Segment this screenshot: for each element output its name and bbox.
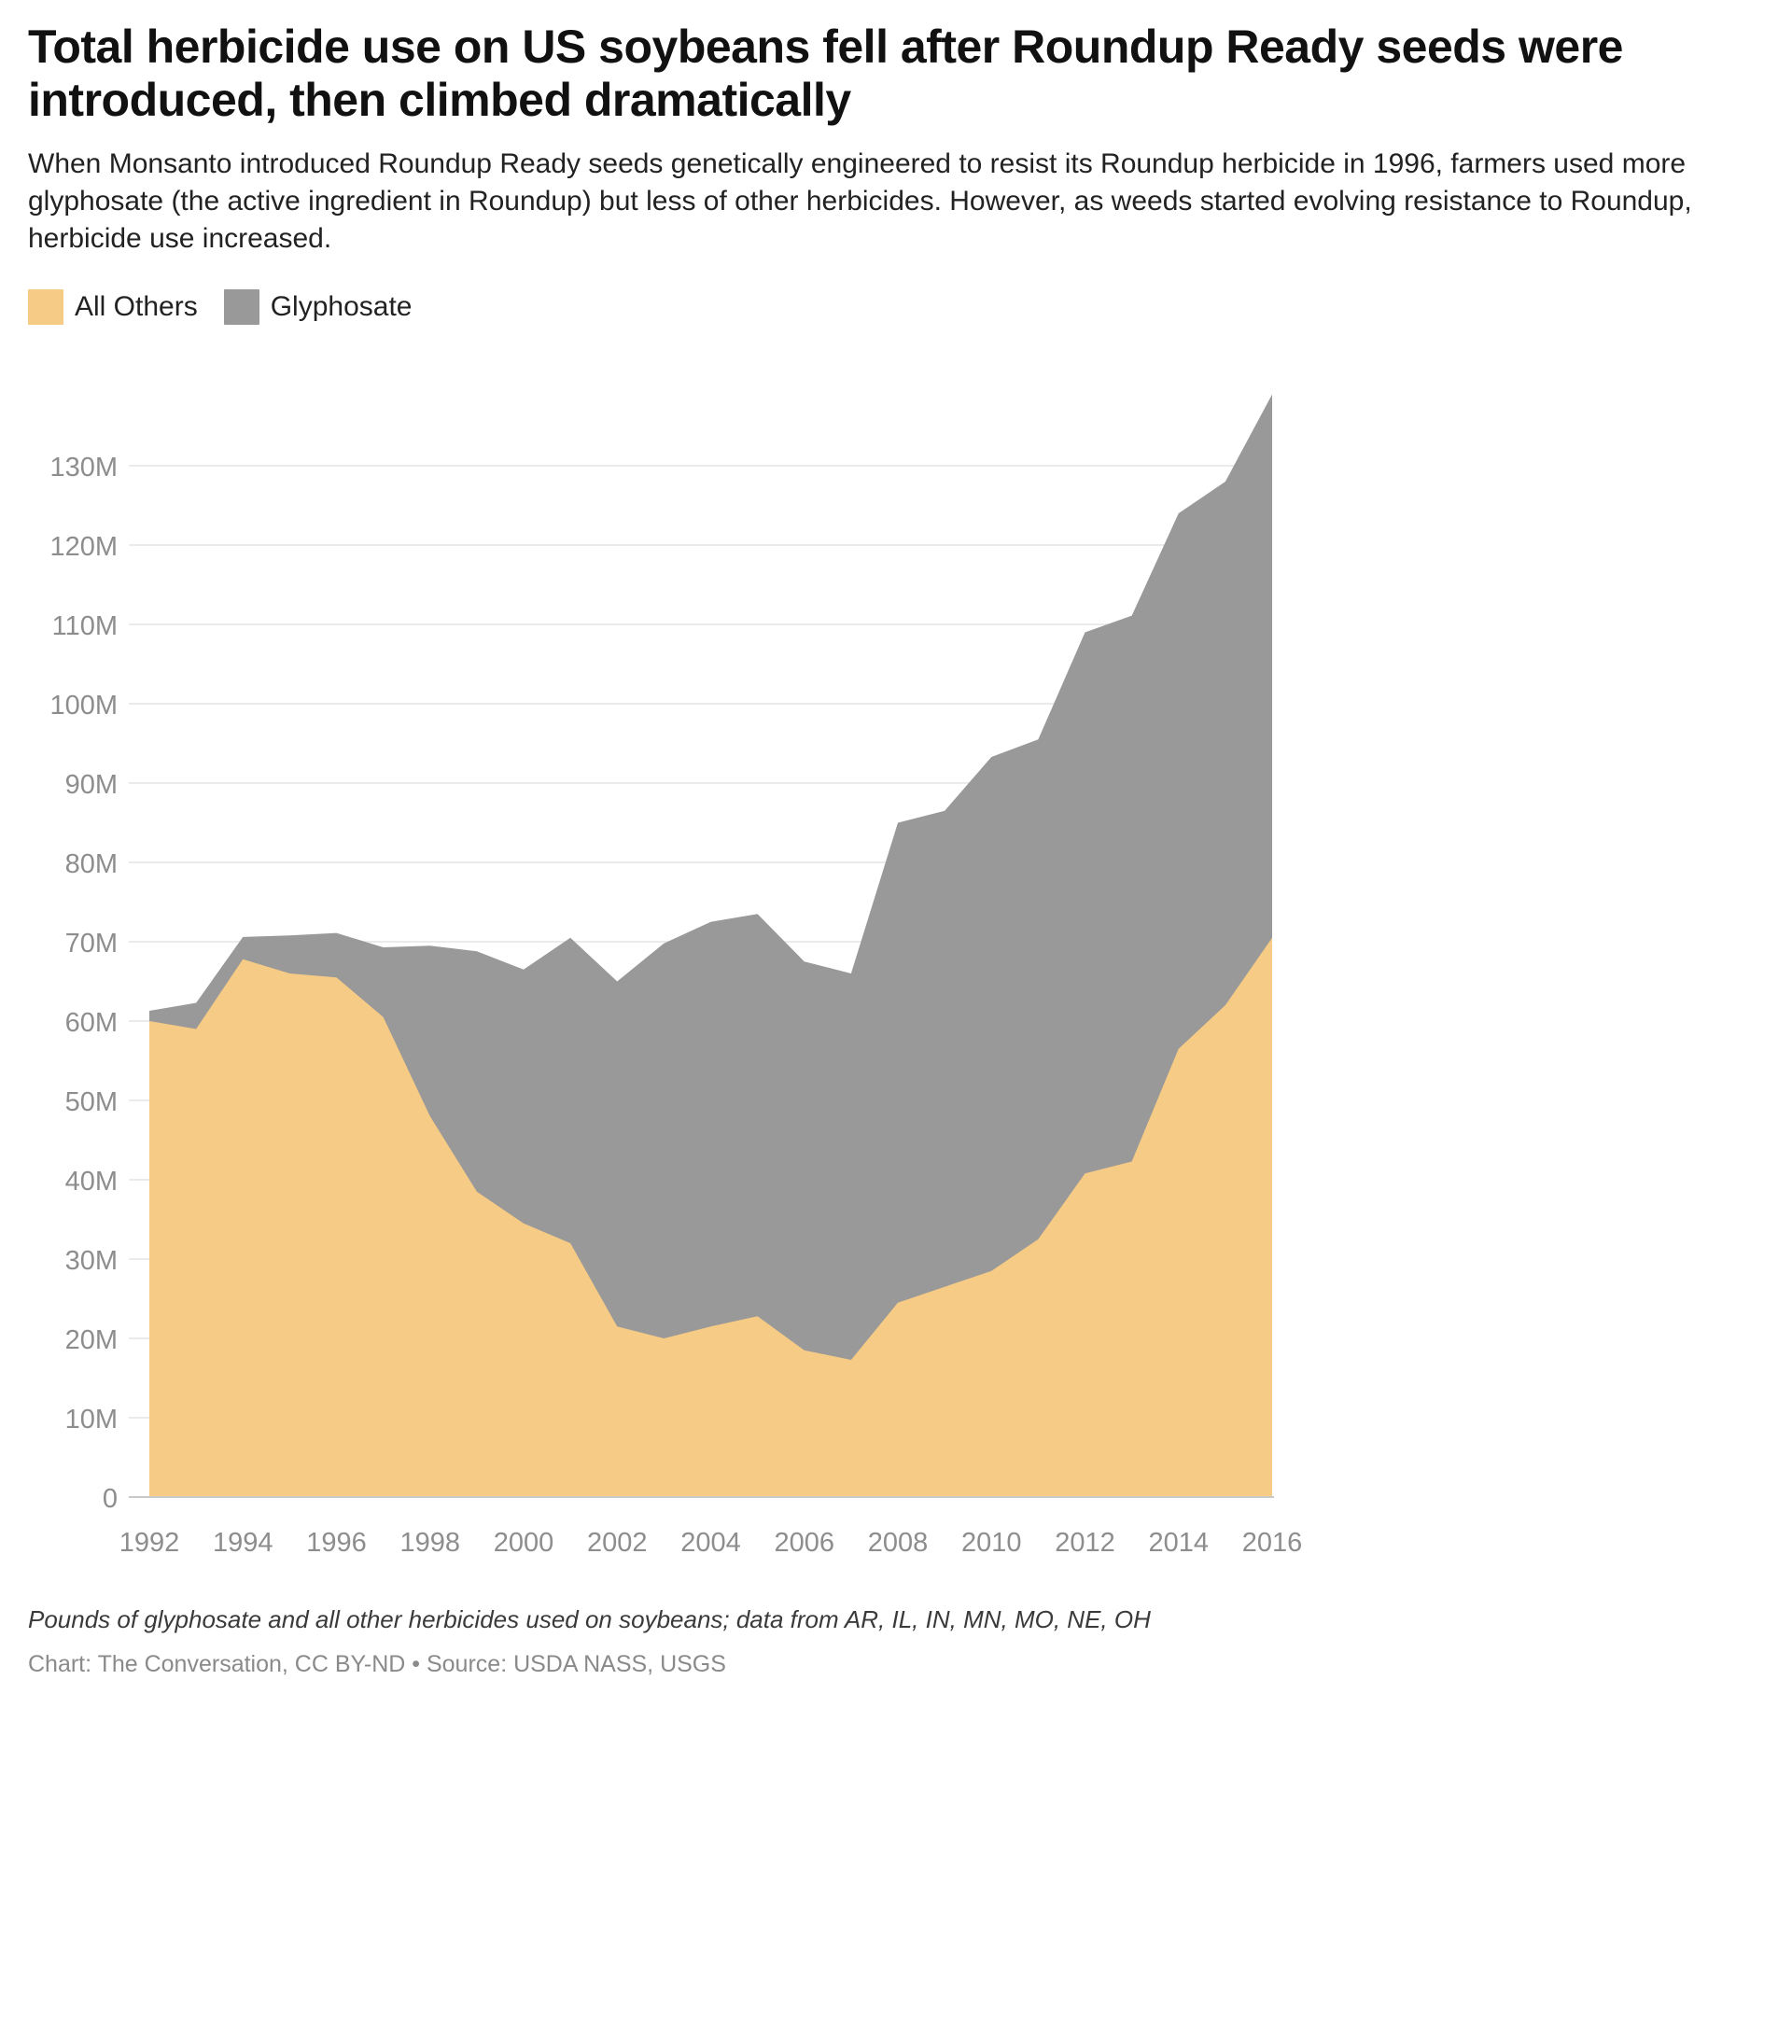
legend-item-glyphosate[interactable]: Glyphosate	[223, 288, 413, 325]
chart-credit: Chart: The Conversation, CC BY-ND • Sour…	[28, 1650, 726, 1677]
y-axis-tick-label: 50M	[65, 1087, 118, 1117]
x-axis-tick-label: 2004	[680, 1528, 741, 1558]
y-axis-tick-label: 30M	[65, 1246, 118, 1276]
chart-y-axis: 0 10M 20M 30M 40M 50M 60M 70M 80M 90M 100M 110M 120M…	[49, 453, 118, 1514]
x-axis-tick-label: 1998	[399, 1528, 460, 1558]
x-axis-tick-label: 2014	[1148, 1528, 1209, 1558]
x-axis-tick-label: 1992	[119, 1528, 180, 1558]
x-axis-tick-label: 2002	[587, 1528, 648, 1558]
chart-areas	[149, 394, 1272, 1497]
y-axis-tick-label: 110M	[52, 611, 118, 641]
y-axis-tick-label: 130M	[49, 453, 118, 483]
chart-canvas[interactable]: 0 10M 20M 30M 40M 50M 60M 70M 80M 90M 100M 110M 120M…	[28, 349, 1764, 1581]
x-axis-tick-label: 2008	[868, 1528, 929, 1558]
y-axis-tick-label: 40M	[65, 1167, 118, 1197]
chart-subtitle: When Monsanto introduced Roundup Ready s…	[28, 148, 1692, 254]
area-series-all-others	[149, 937, 1272, 1497]
x-axis-tick-label: 2012	[1055, 1528, 1115, 1558]
y-axis-tick-label: 120M	[49, 532, 118, 562]
page-title: Total herbicide use on US soybeans fell …	[28, 21, 1623, 126]
x-axis-tick-label: 2010	[961, 1528, 1022, 1558]
stacked-area-chart[interactable]: 0 10M 20M 30M 40M 50M 60M 70M 80M 90M 100M 110M 120M…	[28, 349, 1764, 1581]
y-axis-tick-label: 20M	[65, 1325, 118, 1355]
legend-swatch-all-others	[28, 288, 63, 325]
x-axis-tick-label: 1996	[306, 1528, 367, 1558]
y-axis-tick-label: 70M	[65, 929, 118, 959]
y-axis-tick-label: 10M	[65, 1405, 118, 1435]
legend-label-all-others: All Others	[75, 290, 198, 322]
y-axis-tick-label: 100M	[49, 691, 118, 721]
legend-label-glyphosate: Glyphosate	[270, 290, 413, 322]
chart-footnote: Pounds of glyphosate and all other herbi…	[28, 1604, 1151, 1633]
x-axis-tick-label: 2016	[1242, 1528, 1303, 1558]
x-axis-tick-label: 2000	[494, 1528, 554, 1558]
chart-page: Total herbicide use on US soybeans fell …	[0, 21, 1792, 2044]
y-axis-tick-label: 80M	[65, 849, 118, 879]
y-axis-tick-label: 60M	[65, 1008, 118, 1038]
legend-swatch-glyphosate	[223, 288, 259, 325]
y-axis-tick-label: 0	[103, 1484, 118, 1514]
x-axis-tick-label: 2006	[774, 1528, 834, 1558]
chart-legend: All Others Glyphosate	[28, 288, 1764, 325]
y-axis-tick-label: 90M	[65, 770, 118, 800]
legend-item-all-others[interactable]: All Others	[28, 288, 198, 325]
x-axis-tick-label: 1994	[213, 1528, 273, 1558]
chart-x-axis: 1992 1994 1996 1998 2000 2002 2004 2006 2008 2010…	[119, 1528, 1303, 1558]
